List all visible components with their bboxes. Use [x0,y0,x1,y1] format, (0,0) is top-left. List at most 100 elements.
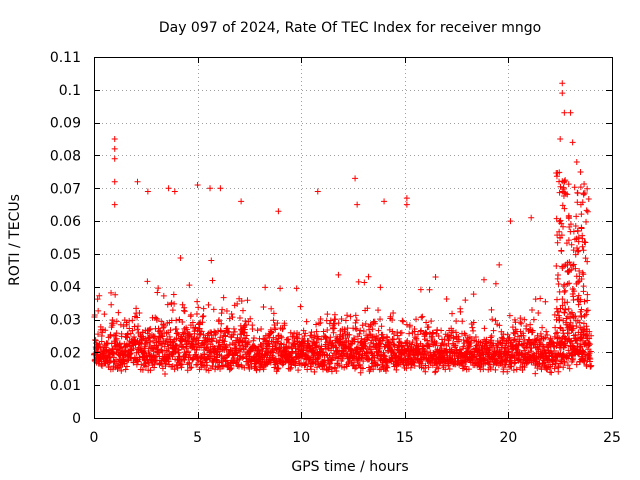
data-point [108,289,115,296]
data-point [186,282,193,289]
x-tick-label: 15 [396,430,414,446]
data-point [275,365,282,372]
data-point [573,213,580,220]
data-point [582,239,589,246]
data-point [274,365,281,372]
data-point [378,323,385,330]
data-point [529,327,536,334]
data-point [179,301,186,308]
data-point [146,326,153,333]
data-point [559,188,566,195]
data-point [444,349,451,356]
data-point [205,301,212,308]
data-point [160,323,167,330]
data-point [534,356,541,363]
data-point [570,293,577,300]
data-point [195,304,202,311]
data-point [585,195,592,202]
data-point [582,332,589,339]
data-point [144,188,151,195]
data-point [583,218,590,225]
data-point [243,332,250,339]
data-point [573,337,580,344]
data-point [380,349,387,356]
data-point [395,335,402,342]
data-point [528,214,535,221]
data-point [111,178,118,185]
data-point [332,316,339,323]
data-point [147,325,154,332]
data-point [155,285,162,292]
data-point [578,225,585,232]
data-point [577,201,584,208]
data-point [462,297,469,304]
data-point [335,271,342,278]
data-point [557,183,564,190]
data-point [413,337,420,344]
data-point [287,329,294,336]
data-point [529,307,536,314]
data-point [103,346,110,353]
data-point [236,355,243,362]
data-point [150,348,157,355]
data-point [188,311,195,318]
data-point [94,296,101,303]
data-point [357,327,364,334]
data-point [406,322,413,329]
data-point [374,352,381,359]
data-point [446,365,453,372]
data-point [565,237,572,244]
data-point [517,315,524,322]
data-point [165,345,172,352]
data-point [387,313,394,320]
data-point [113,330,120,337]
data-point [429,330,436,337]
data-point [557,217,564,224]
data-point [569,309,576,316]
data-point [577,308,584,315]
x-axis-label: GPS time / hours [291,459,408,475]
data-point [496,322,503,329]
data-point [185,348,192,355]
data-point [467,339,474,346]
data-point [556,288,563,295]
data-point [342,317,349,324]
data-point [496,261,503,268]
data-point [111,201,118,208]
data-point [460,337,467,344]
data-point [360,328,367,335]
data-point [564,362,571,369]
data-points [91,80,595,377]
data-point [193,346,200,353]
data-point [355,278,362,285]
data-point [112,337,119,344]
data-point [302,330,309,337]
data-point [583,207,590,214]
data-point [324,311,331,318]
data-point [555,363,562,370]
data-point [572,331,579,338]
data-point [320,328,327,335]
data-point [327,356,334,363]
data-point [375,327,382,334]
data-point [330,329,337,336]
data-point [361,279,368,286]
data-point [559,178,566,185]
data-point [130,345,137,352]
data-point [370,366,377,373]
data-point [579,347,586,354]
data-point [537,295,544,302]
data-point [579,269,586,276]
data-point [539,324,546,331]
data-point [253,367,260,374]
plot-frame [94,57,613,419]
data-point [579,337,586,344]
data-point [584,307,591,314]
data-point [315,320,322,327]
data-point [562,287,569,294]
data-point [260,304,267,311]
data-point [561,109,568,116]
data-point [583,307,590,314]
data-point [390,310,397,317]
data-point [439,340,446,347]
